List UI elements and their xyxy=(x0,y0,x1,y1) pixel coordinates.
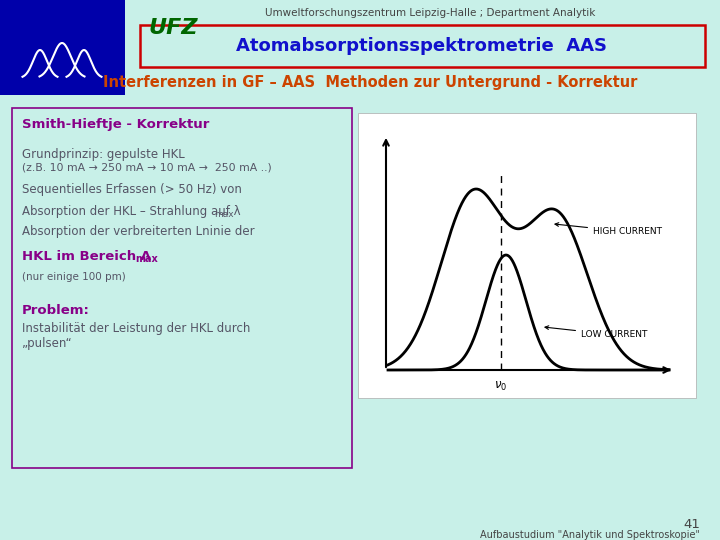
Text: (nur einige 100 pm): (nur einige 100 pm) xyxy=(22,272,126,282)
Bar xyxy=(0,0,125,95)
Text: Umweltforschungszentrum Leipzig-Halle ; Department Analytik: Umweltforschungszentrum Leipzig-Halle ; … xyxy=(265,8,595,18)
Text: LOW CURRENT: LOW CURRENT xyxy=(545,326,647,339)
Text: Problem:: Problem: xyxy=(22,304,90,317)
Text: Interferenzen in GF – AAS  Methoden zur Untergrund - Korrektur: Interferenzen in GF – AAS Methoden zur U… xyxy=(103,75,637,90)
Text: Instabilität der Leistung der HKL durch: Instabilität der Leistung der HKL durch xyxy=(22,322,251,335)
Text: (z.B. 10 mA → 250 mA → 10 mA →  250 mA ..): (z.B. 10 mA → 250 mA → 10 mA → 250 mA ..… xyxy=(22,163,271,173)
Text: max: max xyxy=(135,254,158,264)
Bar xyxy=(358,113,696,398)
Text: „pulsen“: „pulsen“ xyxy=(22,337,73,350)
Text: Smith-Hieftje - Korrektur: Smith-Hieftje - Korrektur xyxy=(22,118,210,131)
Text: 41: 41 xyxy=(683,518,700,531)
Bar xyxy=(140,25,705,67)
Text: Atomabsorptionsspektrometrie  AAS: Atomabsorptionsspektrometrie AAS xyxy=(236,37,608,55)
Text: max: max xyxy=(214,210,233,219)
Text: Aufbaustudium "Analytik und Spektroskopie": Aufbaustudium "Analytik und Spektroskopi… xyxy=(480,530,700,540)
Text: Sequentielles Erfassen (> 50 Hz) von: Sequentielles Erfassen (> 50 Hz) von xyxy=(22,183,242,196)
Text: Absorption der verbreiterten Lninie der: Absorption der verbreiterten Lninie der xyxy=(22,225,255,238)
Text: $\nu_0$: $\nu_0$ xyxy=(495,380,508,393)
Text: HKL im Bereich Λ: HKL im Bereich Λ xyxy=(22,250,151,263)
Text: Grundprinzip: gepulste HKL: Grundprinzip: gepulste HKL xyxy=(22,148,185,161)
Text: UFZ: UFZ xyxy=(148,18,197,38)
Text: Absorption der HKL – Strahlung auf λ: Absorption der HKL – Strahlung auf λ xyxy=(22,205,240,218)
Bar xyxy=(12,108,352,468)
Text: HIGH CURRENT: HIGH CURRENT xyxy=(555,222,662,236)
